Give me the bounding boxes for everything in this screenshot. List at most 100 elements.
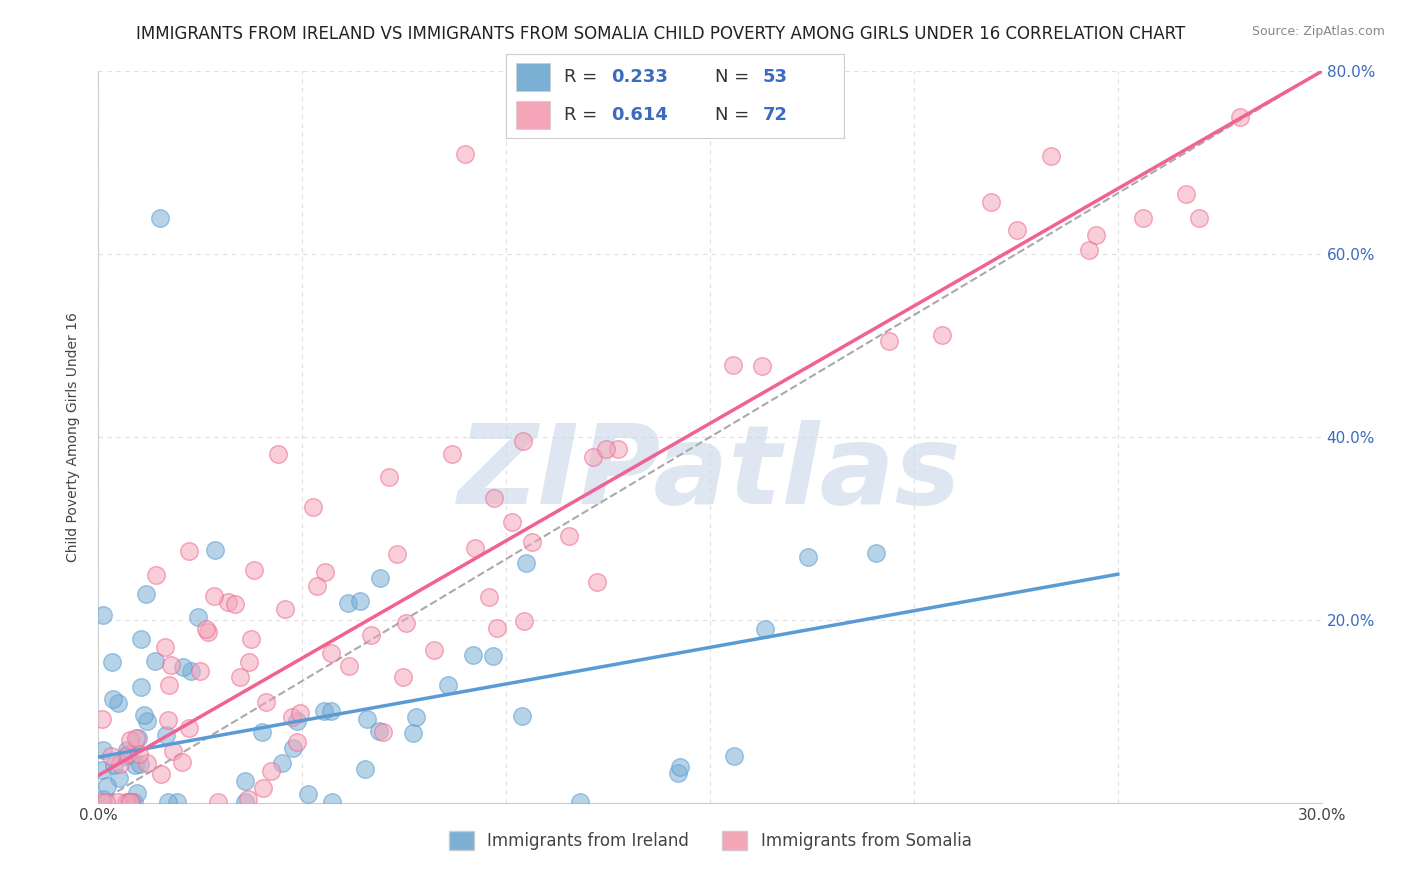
Point xyxy=(319,704,342,718)
Point xyxy=(110,756,132,771)
Point xyxy=(464,541,486,555)
Point xyxy=(115,795,138,809)
Point xyxy=(160,657,183,672)
Point xyxy=(135,587,157,601)
Point xyxy=(132,707,155,722)
Point xyxy=(101,655,124,669)
Point xyxy=(233,795,256,809)
Point xyxy=(288,706,311,721)
Point xyxy=(267,447,290,461)
Point xyxy=(1229,110,1251,124)
Text: 0.614: 0.614 xyxy=(610,106,668,124)
Point xyxy=(582,450,605,465)
Point xyxy=(162,744,184,758)
Point xyxy=(585,575,607,590)
Point xyxy=(606,442,628,457)
Point xyxy=(337,596,360,610)
Point xyxy=(482,648,505,663)
Text: R =: R = xyxy=(564,68,603,86)
Point xyxy=(155,728,177,742)
Point xyxy=(312,704,335,718)
Point xyxy=(260,764,283,778)
Point xyxy=(1188,211,1211,225)
Point xyxy=(179,543,201,558)
Point xyxy=(117,795,139,809)
Point xyxy=(485,621,508,635)
Point xyxy=(125,731,148,745)
Point xyxy=(101,692,124,706)
Point xyxy=(229,670,252,684)
Point xyxy=(128,756,150,771)
Point xyxy=(314,566,336,580)
Point xyxy=(91,792,114,806)
Point xyxy=(117,747,139,761)
Point xyxy=(319,646,342,660)
Point xyxy=(188,665,211,679)
Point xyxy=(305,579,328,593)
Point xyxy=(252,780,274,795)
Point xyxy=(669,759,692,773)
Point xyxy=(217,595,239,609)
Point xyxy=(394,616,416,631)
Point xyxy=(270,756,292,770)
Point xyxy=(156,713,179,727)
Point xyxy=(129,680,152,694)
Point xyxy=(349,593,371,607)
Point xyxy=(1039,149,1062,163)
Point xyxy=(501,515,523,529)
Point xyxy=(204,542,226,557)
Point xyxy=(118,733,141,747)
Point xyxy=(281,710,304,724)
Point xyxy=(568,795,591,809)
Point xyxy=(368,571,391,585)
Point xyxy=(353,762,375,776)
Point xyxy=(405,710,427,724)
Point xyxy=(385,547,408,561)
Point xyxy=(337,659,360,673)
Point xyxy=(103,758,125,772)
Point xyxy=(301,500,323,514)
Point xyxy=(373,725,395,739)
Point xyxy=(378,470,401,484)
Point xyxy=(224,597,246,611)
Point xyxy=(115,743,138,757)
Point xyxy=(931,328,953,343)
Point xyxy=(156,795,179,809)
FancyBboxPatch shape xyxy=(516,101,550,129)
Text: Source: ZipAtlas.com: Source: ZipAtlas.com xyxy=(1251,25,1385,38)
Point xyxy=(108,771,131,785)
Point xyxy=(512,434,534,448)
Point xyxy=(437,678,460,692)
Point xyxy=(150,767,173,781)
Point xyxy=(1132,211,1154,226)
Text: ZIPatlas: ZIPatlas xyxy=(458,420,962,527)
Point xyxy=(202,589,225,603)
Text: N =: N = xyxy=(716,106,755,124)
Point xyxy=(115,749,138,764)
Point xyxy=(238,792,260,806)
Point xyxy=(96,780,118,794)
Point xyxy=(515,556,537,570)
Point xyxy=(107,795,129,809)
Point xyxy=(254,696,277,710)
Point xyxy=(478,591,501,605)
Point xyxy=(91,712,114,726)
Point xyxy=(194,622,217,636)
Point xyxy=(281,741,304,756)
Point xyxy=(197,624,219,639)
Point xyxy=(100,749,122,764)
Point xyxy=(422,643,444,657)
Point xyxy=(877,334,900,348)
Point xyxy=(180,664,202,678)
Point xyxy=(482,491,505,505)
Y-axis label: Child Poverty Among Girls Under 16: Child Poverty Among Girls Under 16 xyxy=(66,312,80,562)
Point xyxy=(510,708,533,723)
Text: N =: N = xyxy=(716,68,755,86)
Point xyxy=(392,670,415,684)
Point xyxy=(797,549,820,564)
Point xyxy=(238,655,260,669)
Point xyxy=(522,535,544,549)
Point xyxy=(321,795,343,809)
Point xyxy=(235,774,257,789)
Point xyxy=(145,568,167,582)
